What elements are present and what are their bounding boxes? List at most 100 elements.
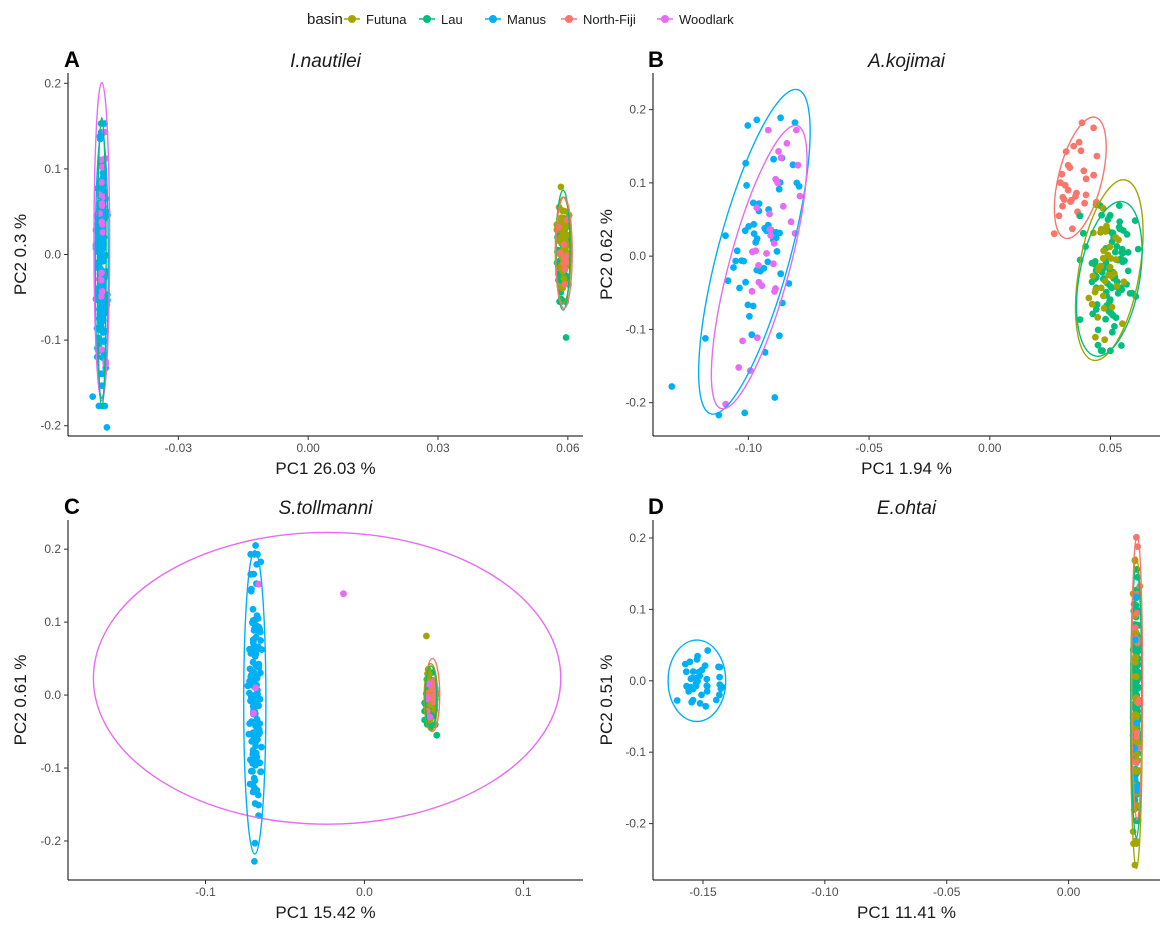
point-manus (253, 612, 261, 620)
point-lau (1106, 296, 1114, 303)
legend-title: basin (307, 11, 343, 28)
point-manus (712, 696, 720, 704)
legend-item-north-fiji: North-Fiji (561, 12, 636, 27)
point-woodlark (777, 154, 785, 162)
point-woodlark (775, 148, 782, 155)
point-lau (1123, 231, 1131, 238)
point-futuna (557, 183, 565, 191)
point-futuna (423, 632, 430, 640)
point-woodlark (97, 292, 105, 300)
point-lau (1118, 342, 1125, 349)
panel-letter: B (648, 47, 664, 72)
point-woodlark (793, 126, 800, 134)
point-futuna (1092, 286, 1100, 293)
point-manus (770, 155, 777, 163)
point-woodlark (735, 364, 743, 371)
point-lau (1131, 217, 1139, 225)
point-woodlark (766, 210, 773, 218)
point-futuna (1120, 278, 1128, 286)
point-north-fiji (1070, 142, 1078, 150)
point-manus (789, 161, 797, 169)
point-manus (249, 759, 256, 767)
ellipse-north-fiji (1130, 533, 1144, 821)
point-manus (771, 394, 779, 401)
x-tick-label: -0.1 (195, 885, 216, 899)
points-layer (668, 114, 1142, 419)
point-north-fiji (1075, 138, 1083, 146)
point-woodlark (252, 684, 259, 692)
point-manus (100, 328, 108, 336)
point-futuna (1088, 300, 1096, 308)
point-manus (761, 224, 769, 232)
legend-label: Manus (507, 12, 547, 27)
panel-letter: D (648, 494, 664, 519)
ellipse-manus (94, 132, 110, 400)
point-north-fiji (1133, 733, 1140, 740)
y-tick-label: 0.1 (629, 176, 646, 190)
point-futuna (1106, 243, 1114, 251)
point-manus (249, 639, 257, 647)
point-north-fiji (1059, 193, 1067, 201)
point-north-fiji (562, 258, 570, 266)
point-woodlark (739, 337, 746, 345)
point-north-fiji (1072, 192, 1079, 200)
legend-svg: basin Futuna Lau Manus North-Fiji Woodlark (307, 11, 734, 28)
point-manus (746, 312, 753, 320)
y-tick-label: 0.2 (629, 531, 646, 545)
point-north-fiji (1077, 147, 1085, 155)
point-manus (748, 331, 756, 339)
x-axis-title: PC1 26.03 % (275, 459, 375, 478)
point-north-fiji (1082, 175, 1090, 183)
point-futuna (1094, 266, 1102, 274)
point-manus (703, 688, 711, 695)
point-woodlark (98, 269, 105, 277)
point-manus (795, 182, 803, 190)
point-woodlark (779, 202, 787, 210)
panel-letter: A (64, 47, 80, 72)
point-manus (775, 185, 783, 193)
ellipse-manus (667, 639, 727, 723)
ellipse-futuna (1074, 179, 1144, 362)
y-tick-label: -0.1 (40, 761, 61, 775)
legend-item-manus: Manus (485, 12, 547, 27)
point-north-fiji (1090, 171, 1097, 179)
point-manus (703, 675, 711, 683)
point-futuna (560, 274, 568, 282)
point-north-fiji (1050, 230, 1058, 238)
point-lau (562, 334, 570, 341)
point-lau (1128, 289, 1136, 297)
point-futuna (1100, 304, 1108, 312)
x-axis-title: PC1 11.41 % (857, 903, 956, 922)
point-north-fiji (1131, 624, 1139, 632)
point-manus (696, 700, 704, 707)
point-manus (251, 858, 258, 865)
point-futuna (1089, 272, 1097, 280)
point-north-fiji (563, 252, 571, 260)
legend-key-point (489, 15, 497, 23)
x-tick-label: 0.00 (978, 441, 1002, 455)
point-north-fiji (1090, 124, 1097, 132)
point-manus (742, 278, 749, 286)
legend-item-woodlark: Woodlark (657, 12, 734, 27)
point-manus (255, 702, 262, 710)
point-manus (255, 660, 263, 668)
y-axis-title: PC2 0.61 % (11, 655, 30, 746)
point-manus (740, 257, 748, 265)
point-manus (249, 750, 257, 758)
panel-letter: C (64, 494, 80, 519)
point-futuna (1099, 292, 1107, 300)
point-futuna (1132, 653, 1139, 661)
point-futuna (1107, 272, 1115, 280)
y-axis-title: PC2 0.62 % (597, 209, 616, 300)
y-tick-label: -0.2 (625, 396, 646, 410)
point-futuna (1112, 256, 1120, 263)
point-north-fiji (561, 265, 569, 273)
point-north-fiji (1133, 759, 1140, 767)
point-manus (258, 646, 266, 653)
ellipse-north-fiji (1053, 116, 1107, 240)
point-manus (724, 277, 732, 285)
point-woodlark (763, 250, 770, 257)
point-woodlark (755, 278, 763, 286)
x-tick-label: 0.0 (356, 885, 373, 899)
point-lau (1134, 245, 1142, 253)
